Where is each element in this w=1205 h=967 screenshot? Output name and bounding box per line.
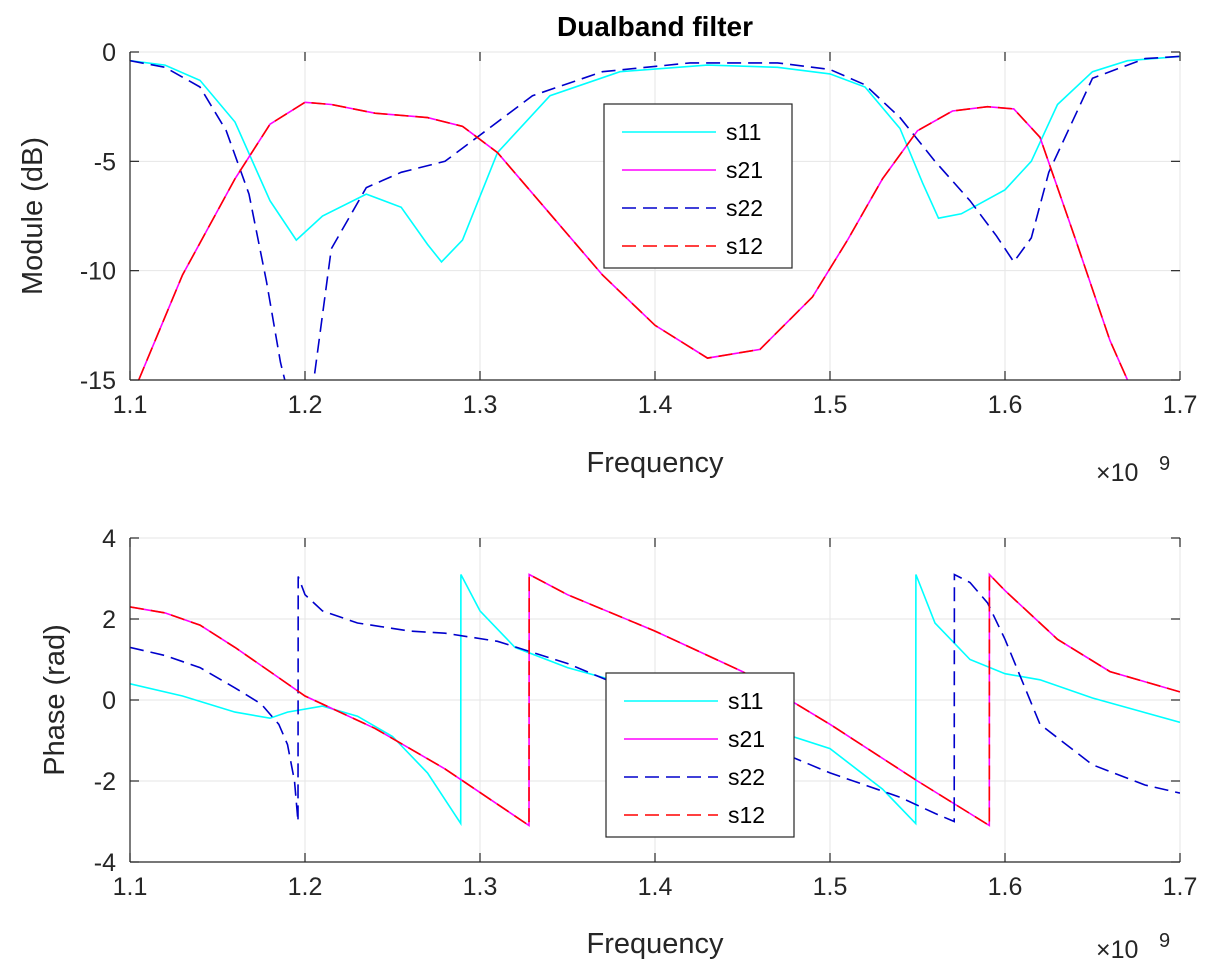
x-tick-label: 1.3 <box>463 391 498 419</box>
legend-box <box>603 103 793 269</box>
x-tick-label: 1.6 <box>988 391 1023 419</box>
legend-box <box>605 672 795 838</box>
series-group <box>130 55 1180 380</box>
legend: s11 s21 s22 s12 <box>603 103 793 269</box>
series-line-s11 <box>130 574 1180 827</box>
series-group <box>130 572 1180 828</box>
legend-label-s11: s11 <box>726 119 761 145</box>
legend-label-s21: s21 <box>728 726 765 752</box>
legend-label-s12: s12 <box>728 802 765 828</box>
x-tick-label: 1.2 <box>288 391 323 419</box>
axes: 1.1 1.2 1.3 1.4 1.5 1.6 1.7 -15 -10 -5 0 <box>80 39 1198 419</box>
y-tick-label: -10 <box>80 258 116 286</box>
x-axis-multiplier-exponent: 9 <box>1159 453 1170 475</box>
x-axis-multiplier: ×10 <box>1096 459 1138 487</box>
legend-label-s12: s12 <box>726 233 763 259</box>
y-axis-label: Phase (rad) <box>39 624 71 776</box>
series-line-s12 <box>137 101 1129 380</box>
x-tick-label: 1.1 <box>113 873 148 901</box>
x-tick-label: 1.7 <box>1163 873 1198 901</box>
y-tick-label: -2 <box>94 768 116 796</box>
y-axis-label: Module (dB) <box>17 137 49 295</box>
y-tick-label: 4 <box>102 525 116 553</box>
legend: s11 s21 s22 s12 <box>605 672 795 838</box>
x-tick-label: 1.4 <box>638 873 673 901</box>
x-tick-label: 1.2 <box>288 873 323 901</box>
x-tick-label: 1.5 <box>813 873 848 901</box>
series-line-s11 <box>130 55 1180 264</box>
legend-label-s21: s21 <box>726 157 763 183</box>
x-tick-label: 1.6 <box>988 873 1023 901</box>
y-tick-label: 0 <box>102 687 116 715</box>
x-tick-label: 1.3 <box>463 873 498 901</box>
legend-label-s22: s22 <box>726 195 763 221</box>
x-tick-label: 1.1 <box>113 391 148 419</box>
series-line-s12 <box>130 572 1180 828</box>
x-axis-multiplier-exponent: 9 <box>1159 930 1170 952</box>
legend-label-s11: s11 <box>728 688 763 714</box>
series-line-s22 <box>130 573 1180 823</box>
legend-label-s22: s22 <box>728 764 765 790</box>
y-tick-label: -15 <box>80 367 116 395</box>
y-tick-label: -5 <box>94 148 116 176</box>
y-tick-label: 2 <box>102 606 116 634</box>
series-line-s22 <box>130 55 1180 380</box>
x-axis-multiplier: ×10 <box>1096 936 1138 964</box>
x-axis-label: Frequency <box>586 447 724 479</box>
axes: 1.1 1.2 1.3 1.4 1.5 1.6 1.7 -4 -2 0 2 4 <box>94 525 1198 901</box>
chart-title: Dualband filter <box>557 11 753 42</box>
phase-plot: 1.1 1.2 1.3 1.4 1.5 1.6 1.7 -4 -2 0 2 4 Frequency Pha… <box>39 525 1197 964</box>
y-tick-label: 0 <box>102 39 116 67</box>
x-tick-label: 1.5 <box>813 391 848 419</box>
y-tick-label: -4 <box>94 849 116 877</box>
x-tick-label: 1.4 <box>638 391 673 419</box>
x-tick-label: 1.7 <box>1163 391 1198 419</box>
x-axis-label: Frequency <box>586 928 724 960</box>
module-plot: 1.1 1.2 1.3 1.4 1.5 1.6 1.7 -15 -10 -5 0 Frequency M… <box>17 11 1197 487</box>
